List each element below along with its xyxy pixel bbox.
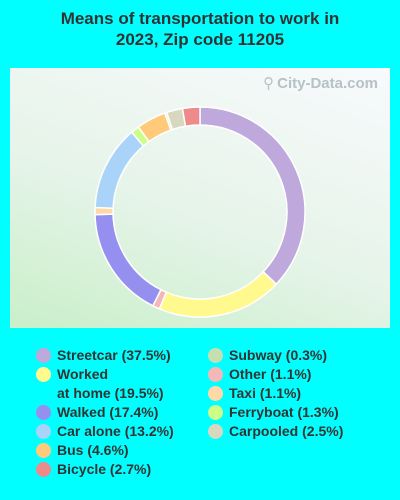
legend-swatch <box>36 462 51 477</box>
legend-label: Subway (0.3%) <box>229 347 328 363</box>
legend-label: Streetcar (37.5%) <box>57 347 171 363</box>
legend-item: Taxi (1.1%) <box>208 384 388 403</box>
legend-swatch <box>208 386 223 401</box>
chart-title-line-1: Means of transportation to work in <box>60 9 340 28</box>
legend-item: Walked (17.4%) <box>36 403 216 422</box>
legend-swatch <box>208 367 223 382</box>
legend-swatch <box>36 367 51 382</box>
donut-chart <box>94 106 306 318</box>
legend-item: Car alone (13.2%) <box>36 422 216 441</box>
legend-item: Ferryboat (1.3%) <box>208 403 388 422</box>
donut-slice-walked <box>94 213 162 307</box>
donut-slice-car-alone <box>94 131 145 210</box>
legend-label: Ferryboat (1.3%) <box>229 404 339 420</box>
chart-title: Means of transportation to work in 2023,… <box>0 8 400 50</box>
legend-swatch <box>36 424 51 439</box>
legend-item: Bicycle (2.7%) <box>36 460 216 479</box>
magnifier-icon: ⚲ <box>263 75 275 92</box>
watermark: ⚲ City-Data.com <box>263 74 378 93</box>
legend-label: Bicycle (2.7%) <box>57 461 152 477</box>
legend-label: Carpooled (2.5%) <box>229 423 344 439</box>
legend-item: Subway (0.3%) <box>208 346 388 365</box>
legend-swatch <box>36 405 51 420</box>
legend-swatch <box>36 348 51 363</box>
legend-label: Taxi (1.1%) <box>229 385 302 401</box>
legend-label: Walked (17.4%) <box>57 404 159 420</box>
legend-column-right: Subway (0.3%) Other (1.1%) Taxi (1.1%) Ferr… <box>208 346 388 441</box>
legend-column-left: Streetcar (37.5%) Worked at home (19.5%) W… <box>36 346 216 479</box>
legend-swatch <box>208 424 223 439</box>
legend-label: Bus (4.6%) <box>57 442 129 458</box>
legend-swatch <box>208 405 223 420</box>
legend: Streetcar (37.5%) Worked at home (19.5%) W… <box>0 346 400 496</box>
legend-swatch <box>208 348 223 363</box>
chart-title-line-2: 2023, Zip code 11205 <box>115 30 285 49</box>
donut-slice-streetcar <box>199 106 306 286</box>
legend-item: Other (1.1%) <box>208 365 388 384</box>
watermark-text: City-Data.com <box>277 74 378 92</box>
donut-slice-bicycle <box>181 106 201 128</box>
legend-label: Car alone (13.2%) <box>57 423 174 439</box>
donut-slice-worked-at-home <box>158 270 278 318</box>
legend-label: Other (1.1%) <box>229 366 312 382</box>
legend-item: Carpooled (2.5%) <box>208 422 388 441</box>
legend-item: Worked at home (19.5%) <box>36 365 216 403</box>
legend-swatch <box>36 443 51 458</box>
legend-label: Worked at home (19.5%) <box>57 366 164 401</box>
legend-item: Bus (4.6%) <box>36 441 216 460</box>
legend-item: Streetcar (37.5%) <box>36 346 216 365</box>
